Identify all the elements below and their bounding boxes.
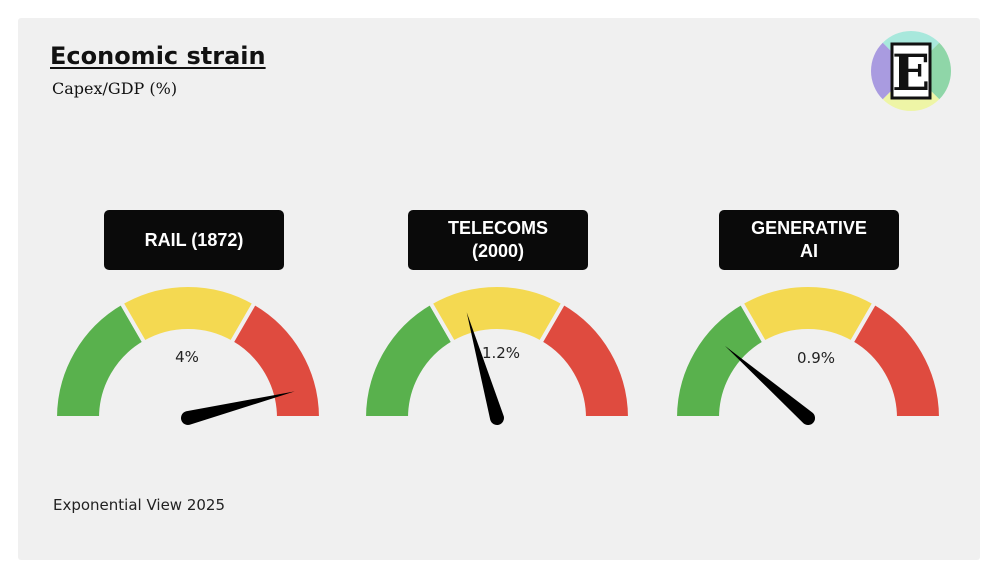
- gauge-telecoms-value-label: 1.2%: [482, 344, 520, 362]
- source-footer: Exponential View 2025: [53, 496, 226, 514]
- gauge-telecoms-zone-red: [537, 300, 633, 420]
- chart-title: Economic strain: [50, 42, 266, 70]
- gauge-rail-value-label: 4%: [175, 348, 199, 366]
- chart-subtitle: Capex/GDP (%): [52, 79, 178, 98]
- gauge-generative-ai-needle: [724, 345, 816, 426]
- gauge-label-rail: RAIL (1872): [104, 210, 284, 270]
- gauge-rail-zone-red: [228, 300, 324, 420]
- gauge-label-telecoms: TELECOMS (2000): [408, 210, 588, 270]
- svg-text:E: E: [892, 43, 930, 102]
- gauge-generative-ai-value-label: 0.9%: [797, 349, 835, 367]
- gauge-rail-needle: [181, 391, 295, 426]
- brand-logo-icon: E: [871, 31, 951, 111]
- gauge-telecoms-needle: [466, 312, 504, 426]
- gauge-label-generative-ai: GENERATIVE AI: [719, 210, 899, 270]
- gauge-generative-ai-zone-red: [848, 300, 944, 420]
